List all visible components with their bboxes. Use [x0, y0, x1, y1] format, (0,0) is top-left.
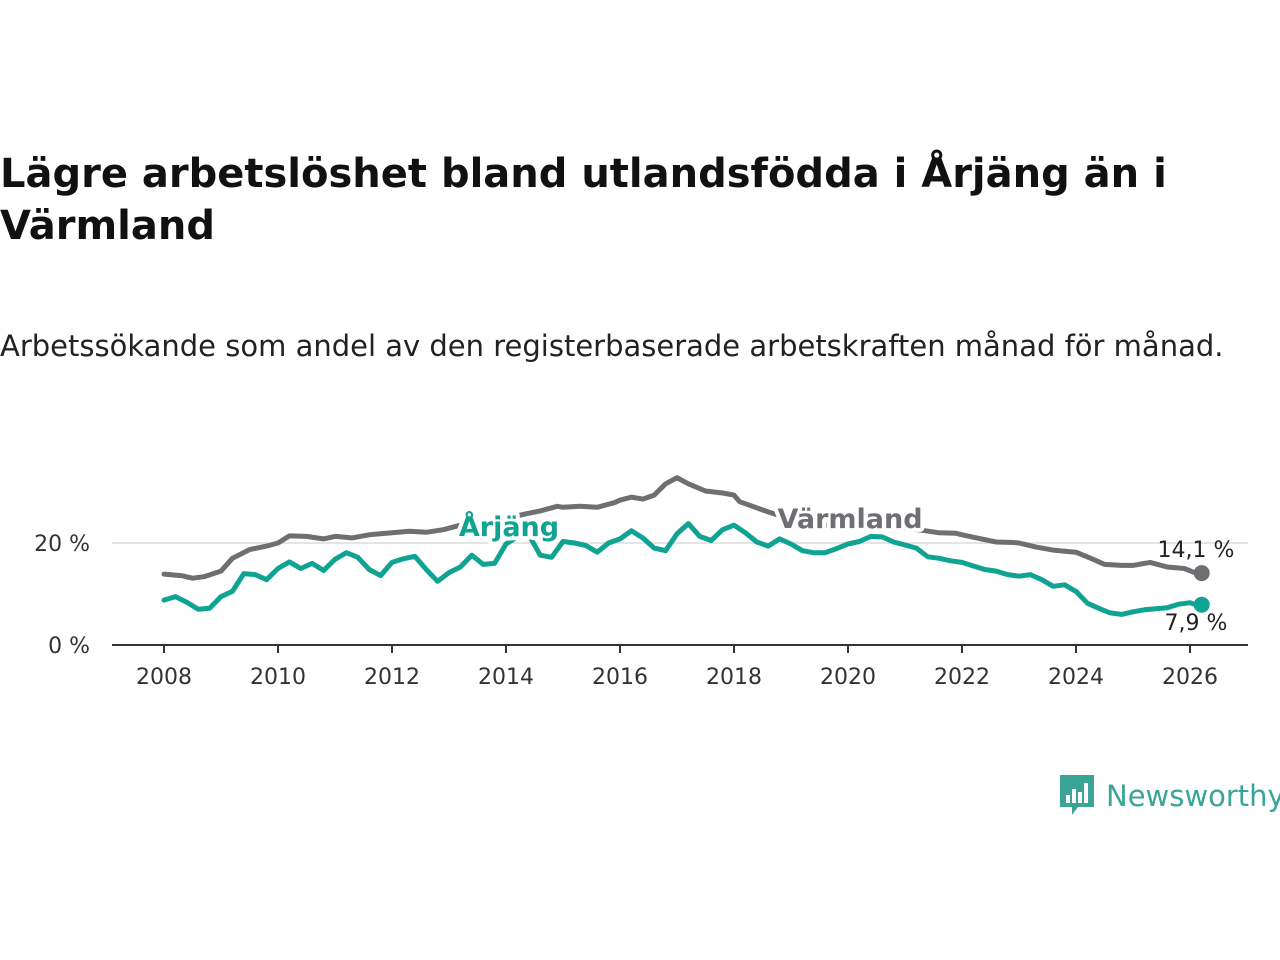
- series-label-varmland: Värmland: [777, 504, 922, 535]
- x-tick-label: 2018: [706, 665, 762, 690]
- x-axis: 2008 2010 2012 2014 2016 2018 2020 2022 2024 2026: [112, 644, 1248, 690]
- x-tick-label: 2010: [250, 665, 306, 690]
- series-label-halo-arjang: Årjäng: [459, 511, 559, 543]
- series-label-halo-varmland: Värmland: [777, 504, 922, 535]
- newsworthy-logo: Newsworthy: [1058, 772, 1280, 820]
- chart-subtitle: Arbetssökande som andel av den registerb…: [0, 329, 1224, 363]
- chart-title: Lägre arbetslöshet bland utlandsfödda i …: [0, 151, 1167, 249]
- end-value-label-arjang: 7,9 %: [1165, 611, 1228, 636]
- x-tick-label: 2016: [592, 665, 648, 690]
- y-tick-label: 20 %: [34, 532, 90, 557]
- x-tick-label: 2022: [934, 665, 990, 690]
- end-point-arjang: [1193, 596, 1210, 613]
- x-tick-label: 2012: [364, 665, 420, 690]
- series-line-arjang: [161, 521, 1199, 617]
- end-value-label-varmland: 14,1 %: [1158, 538, 1235, 563]
- x-tick-label: 2008: [136, 665, 192, 690]
- x-tick-label: 2014: [478, 665, 534, 690]
- end-point-varmland: [1193, 565, 1210, 582]
- x-tick-label: 2020: [820, 665, 876, 690]
- x-tick-label: 2024: [1048, 665, 1104, 690]
- line-chart: 2008 2010 2012 2014 2016 2018 2020 2022 2024 2026…: [34, 475, 1248, 690]
- series-lines: [161, 475, 1210, 617]
- x-tick-label: 2026: [1162, 665, 1218, 690]
- bar-chart-speech-icon: [1060, 775, 1094, 815]
- brand-name: Newsworthy: [1106, 779, 1280, 813]
- y-tick-label: 0 %: [48, 634, 90, 659]
- series-label-arjang: Årjäng: [459, 511, 559, 543]
- series-line-varmland: [161, 475, 1199, 581]
- y-axis: 0 % 20 %: [34, 532, 90, 659]
